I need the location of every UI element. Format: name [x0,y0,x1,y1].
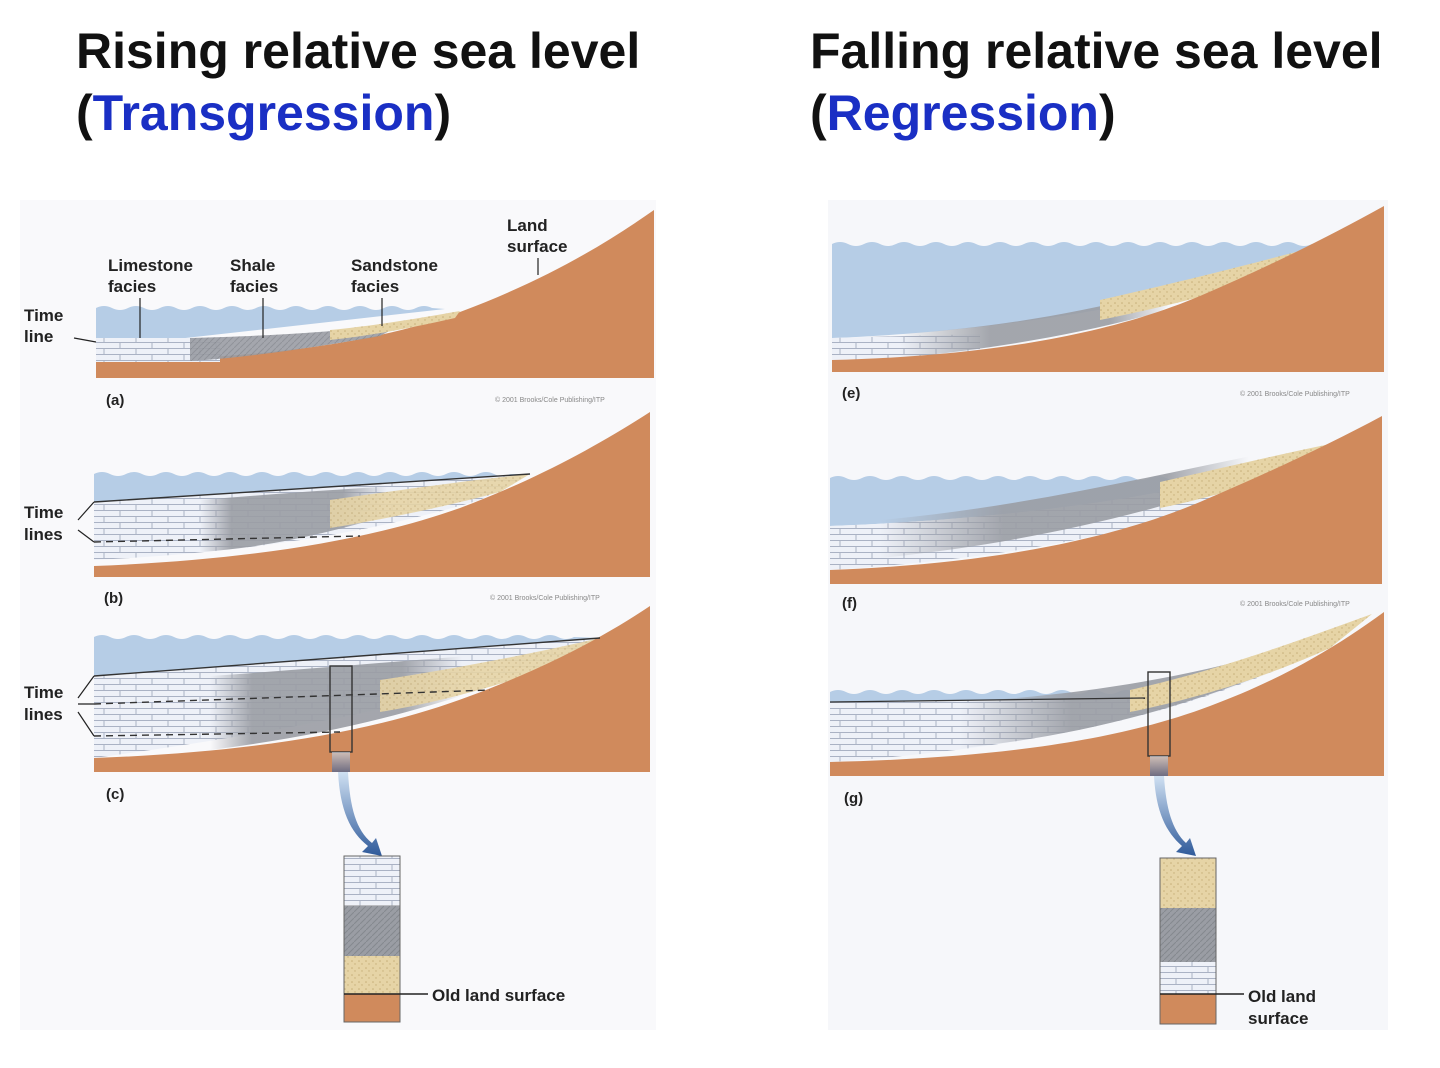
panel-g: (g) [829,612,1384,807]
limestone-facies-label: Limestone [108,256,193,275]
time-lines-label: Time [24,503,63,522]
heading-paren-close: ) [434,85,452,141]
time-lines-bracket [77,675,95,737]
water [832,242,1325,338]
core-shale [344,906,400,956]
core-arrow [338,772,382,856]
time-lines-bracket [77,501,95,543]
core-outline [343,855,401,1023]
shale-facies-label: Shale [230,256,275,275]
land [830,416,1382,584]
core-outline [1159,857,1217,1025]
land [96,210,654,378]
land [94,412,650,577]
panel-credit: © 2001 Brooks/Cole Publishing/ITP [1240,600,1350,608]
sandstone-layer [330,311,460,340]
panel-f: (f) © 2001 Brooks/Cole Publishing/ITP [830,416,1382,612]
old-land-surface-label: Old land surface [432,986,565,1005]
heading-line1: Rising relative sea level [76,23,641,79]
time-line-label: Time [24,306,63,325]
heading-accent-term: Regression [826,85,1099,141]
core-sample-fade [332,752,350,772]
sandstone-layer [1160,442,1340,508]
panel-letter: (b) [104,590,123,607]
old-land-surface-label: Old land [1248,987,1316,1006]
panel-e: (e) © 2001 Brooks/Cole Publishing/ITP [832,206,1384,402]
land-surface-label: Land [507,216,548,235]
heading-transgression: Rising relative sea level (Transgression… [76,20,640,144]
time-line-upper [93,473,531,503]
panel-letter: (c) [106,786,124,803]
panel-letter: (e) [842,385,860,402]
panel-letter: (g) [844,790,863,807]
sandstone-layer [330,474,530,528]
core-sample-fade [1150,756,1168,776]
time-line-bottom [93,731,341,737]
sandstone-layer [1100,244,1325,320]
core-limestone [343,855,401,907]
core-arrow [1154,776,1196,856]
sandstone-facies-label: Sandstone [351,256,438,275]
panel-letter: (a) [106,392,124,409]
water [96,306,445,348]
heading-line1: Falling relative sea level [810,23,1383,79]
heading-paren-open: ( [76,85,93,141]
sandstone-facies-label-2: facies [351,277,399,296]
sandstone-layer [1130,614,1372,712]
time-line-sea-surface [829,697,1146,703]
core-column-transgression: Old land surface [338,772,565,1023]
shale-facies-label-2: facies [230,277,278,296]
time-lines-label-2: lines [24,525,63,544]
heading-regression: Falling relative sea level (Regression) [810,20,1383,144]
heading-paren-open: ( [810,85,827,141]
shale-band [880,448,1290,558]
panel-credit: © 2001 Brooks/Cole Publishing/ITP [495,396,605,404]
time-line-middle [93,689,491,705]
time-lines-label-2: lines [24,705,63,724]
time-line-label-2: line [24,327,53,346]
panel-a: Land surface Limestone facies Shale faci… [24,210,654,409]
core-shale [1160,908,1216,962]
land [832,206,1384,372]
core-limestone [1160,962,1216,994]
panel-letter: (f) [842,595,857,612]
time-line-lower [93,535,361,543]
core-land [1160,994,1216,1024]
land [830,612,1384,776]
sandstone-layer [380,638,600,712]
water [94,635,600,676]
old-land-surface-label-2: surface [1248,1009,1308,1028]
land [94,606,650,772]
panel-credit: © 2001 Brooks/Cole Publishing/ITP [490,594,600,602]
time-line-pointer [73,337,97,343]
heading-paren-close: ) [1098,85,1116,141]
core-land [344,994,400,1022]
land-surface-label-2: surface [507,237,567,256]
time-lines-label: Time [24,683,63,702]
time-line-top [93,637,601,677]
core-sandstone [344,956,400,994]
panel-c: Time lines (c) [24,606,650,803]
panel-b: Time lines (b) © 2001 Brooks/Cole Publis… [24,412,650,607]
core-sandstone [1160,858,1216,908]
heading-accent-term: Transgression [92,85,435,141]
limestone-facies-label-2: facies [108,277,156,296]
panel-credit: © 2001 Brooks/Cole Publishing/ITP [1240,390,1350,398]
core-column-regression: Old land surface [1154,776,1316,1028]
limestone-layer [96,338,220,362]
